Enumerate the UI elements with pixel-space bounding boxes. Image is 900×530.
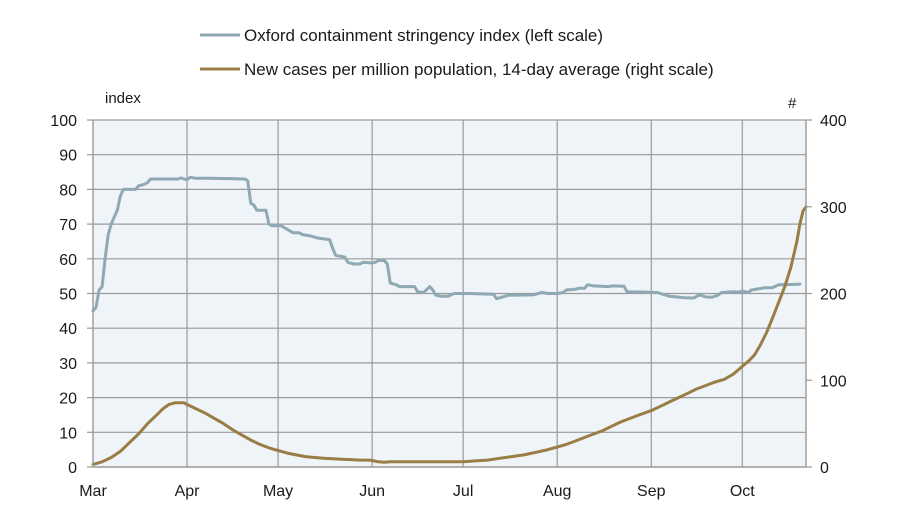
right-tick-label: 300 [820, 200, 847, 217]
right-tick-label: 200 [820, 287, 847, 304]
legend: Oxford containment stringency index (lef… [200, 26, 714, 79]
legend-label-cases: New cases per million population, 14-day… [244, 60, 714, 79]
right-tick-label: 0 [820, 460, 829, 477]
x-tick-label: Jun [359, 483, 385, 500]
left-tick-label: 60 [59, 252, 77, 269]
left-tick-label: 0 [68, 460, 77, 477]
x-tick-label: Jul [453, 483, 473, 500]
x-tick-label: Mar [79, 483, 107, 500]
right-tick-label: 400 [820, 113, 847, 130]
x-tick-label: Sep [637, 483, 666, 500]
legend-label-stringency: Oxford containment stringency index (lef… [244, 26, 603, 45]
left-tick-label: 40 [59, 321, 77, 338]
left-tick-label: 10 [59, 425, 77, 442]
series-line-stringency [91, 175, 802, 313]
right-axis-title: # [788, 95, 797, 112]
left-tick-label: 20 [59, 391, 77, 408]
x-tick-label: Aug [543, 483, 571, 500]
axes: 0 10 20 30 40 50 60 70 80 90 100 0 100 200 300 400 Mar Ap… [50, 113, 847, 500]
x-tick-label: May [263, 483, 293, 500]
left-axis-title: index [105, 90, 141, 107]
left-tick-label: 30 [59, 356, 77, 373]
x-tick-label: Oct [730, 483, 755, 500]
left-tick-label: 90 [59, 148, 77, 165]
left-tick-label: 70 [59, 217, 77, 234]
left-tick-label: 80 [59, 182, 77, 199]
x-tick-label: Apr [175, 483, 201, 500]
right-tick-label: 100 [820, 373, 847, 390]
left-tick-label: 100 [50, 113, 77, 130]
series-line-cases [91, 205, 808, 466]
left-tick-label: 50 [59, 287, 77, 304]
series-layer [91, 175, 808, 466]
